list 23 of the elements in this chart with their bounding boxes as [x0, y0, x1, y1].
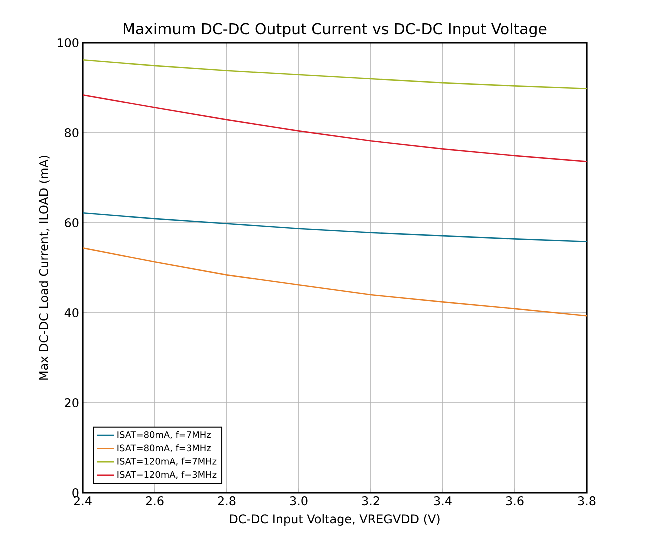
legend-label: ISAT=80mA, f=7MHz: [118, 431, 211, 440]
x-tick-label: 2.4: [74, 496, 92, 506]
x-tick-label: 2.8: [218, 496, 236, 506]
y-tick-label: 20: [65, 398, 79, 408]
line-series: [83, 248, 588, 317]
x-tick-label: 3.2: [362, 496, 380, 506]
y-tick-label: 100: [58, 38, 79, 48]
x-tick-label: 3.4: [434, 496, 452, 506]
line-series: [83, 94, 588, 162]
y-tick-label: 40: [64, 308, 79, 318]
x-tick-label: 3.6: [506, 496, 524, 506]
line-series: [83, 212, 588, 243]
y-tick-label: 80: [65, 128, 79, 138]
x-axis-title: DC-DC Input Voltage, VREGVDD (V): [230, 514, 440, 526]
y-axis-title: Max DC-DC Load Current, ILOAD (mA): [39, 156, 50, 380]
x-tick-label: 3.0: [290, 496, 308, 506]
chart-title: Maximum DC-DC Output Current vs DC-DC Input Voltage: [124, 23, 547, 38]
x-tick-label: 2.6: [146, 496, 164, 506]
legend-label: ISAT=120mA, f=7MHz: [118, 458, 217, 466]
legend-label: ISAT=80mA, f=3MHz: [118, 444, 211, 452]
y-tick-label: 60: [65, 218, 79, 228]
legend-label: ISAT=120mA, f=3MHz: [118, 471, 217, 480]
x-tick-label: 3.8: [578, 496, 596, 506]
